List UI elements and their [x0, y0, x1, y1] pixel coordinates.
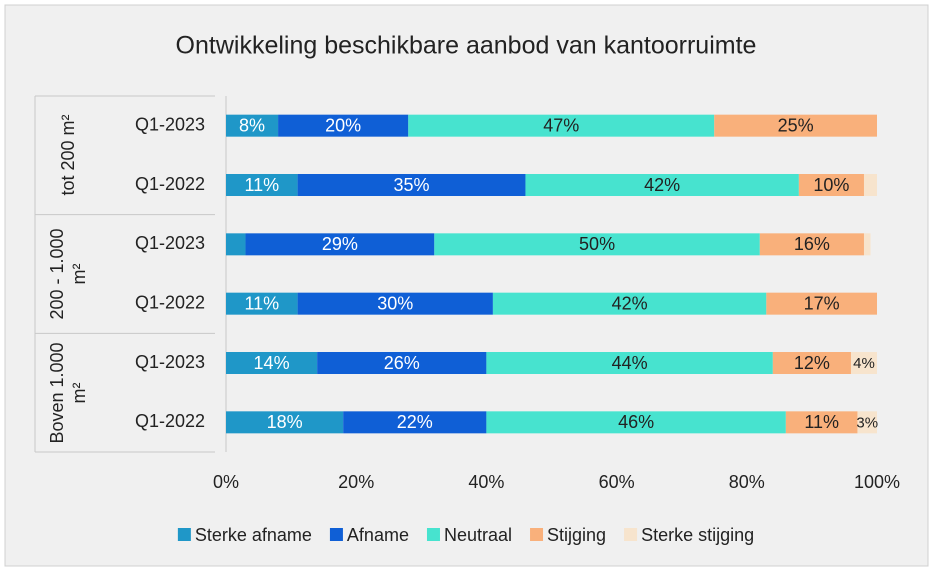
data-label: 42%	[644, 175, 680, 195]
bar-segment	[317, 352, 487, 374]
data-label: 8%	[239, 115, 265, 135]
bar-segment	[798, 174, 864, 196]
x-tick-label: 40%	[468, 472, 504, 492]
legend-swatch	[426, 528, 440, 541]
bar-segment	[226, 411, 344, 434]
y-tick-label: Q1-2022	[135, 292, 205, 312]
legend-label: Neutraal	[444, 525, 512, 545]
data-label: 10%	[813, 175, 849, 195]
bar-segment	[226, 352, 318, 374]
data-label: 22%	[397, 412, 433, 432]
bar-segment	[226, 174, 298, 196]
legend-swatch	[530, 528, 544, 541]
bar-segment	[863, 233, 871, 256]
chart-title: Ontwikkeling beschikbare aanbod van kant…	[176, 32, 757, 60]
group-label: tot 200 m²	[58, 114, 78, 196]
bar-segment	[245, 233, 435, 256]
bar-segment	[278, 114, 409, 137]
bar-segment	[226, 233, 246, 256]
data-label: 11%	[244, 293, 279, 313]
data-label: 29%	[322, 234, 358, 254]
data-label: 50%	[579, 234, 615, 254]
data-label: 14%	[254, 353, 290, 373]
bar-segment	[714, 114, 877, 137]
data-label: 46%	[618, 412, 654, 432]
bar-segment	[297, 292, 493, 315]
bar-segment	[857, 411, 877, 434]
group-label: 200 - 1.000 m²	[47, 228, 89, 320]
legend-label: Sterke stijging	[641, 525, 754, 545]
legend-label: Sterke afname	[195, 525, 312, 545]
data-label: 4%	[853, 355, 875, 372]
data-label: 20%	[325, 115, 361, 135]
bar-segment	[408, 114, 715, 137]
y-tick-label: Q1-2022	[135, 174, 205, 194]
x-tick-label: 80%	[729, 472, 765, 492]
y-tick-label: Q1-2023	[135, 114, 205, 134]
x-tick-label: 100%	[854, 472, 900, 492]
data-label: 26%	[384, 353, 420, 373]
x-tick-label: 20%	[338, 472, 374, 492]
data-label: 44%	[612, 353, 648, 373]
bar-segment	[486, 411, 786, 434]
bar-segment	[525, 174, 799, 196]
y-tick-label: Q1-2023	[135, 233, 205, 253]
data-label: 42%	[612, 293, 648, 313]
chart-background	[4, 4, 929, 567]
data-label: 16%	[794, 234, 830, 254]
x-tick-label: 60%	[599, 472, 635, 492]
legend-label: Stijging	[547, 525, 606, 545]
data-label: 17%	[804, 293, 840, 313]
group-label: Boven 1.000 m²	[47, 342, 89, 444]
bar-segment	[766, 292, 877, 315]
bar-segment	[343, 411, 487, 434]
data-label: 30%	[377, 293, 413, 313]
data-label: 12%	[794, 353, 830, 373]
legend-swatch	[177, 528, 191, 541]
legend-swatch	[329, 528, 343, 541]
data-label: 18%	[267, 412, 303, 432]
bar-segment	[486, 352, 773, 374]
legend-label: Afname	[347, 525, 409, 545]
y-tick-label: Q1-2022	[135, 411, 205, 431]
bar-segment	[785, 411, 858, 434]
data-label: 47%	[543, 115, 579, 135]
data-label: 25%	[778, 115, 814, 135]
bar-segment	[863, 174, 877, 196]
data-label: 11%	[244, 175, 279, 195]
bar-segment	[226, 114, 279, 137]
bar-segment	[850, 352, 877, 374]
bar-segment	[492, 292, 767, 315]
bar-segment	[297, 174, 526, 196]
bar-segment	[434, 233, 760, 256]
bar-segment	[226, 292, 298, 315]
data-label: 3%	[856, 414, 878, 431]
x-tick-label: 0%	[213, 472, 239, 492]
data-label: 11%	[804, 412, 839, 432]
bar-segment	[759, 233, 864, 256]
data-label: 35%	[394, 175, 430, 195]
bar-segment	[772, 352, 851, 374]
legend-swatch	[624, 528, 638, 541]
y-tick-label: Q1-2023	[135, 352, 205, 372]
